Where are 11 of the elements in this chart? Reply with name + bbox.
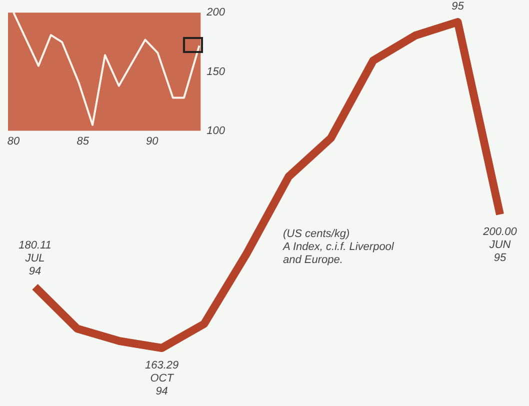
annotation: (US cents/kg) A Index, c.i.f. Liverpool and Europe. [283, 228, 395, 267]
y-tick-label: 200 [206, 6, 226, 19]
x-tick-label: 80 [7, 135, 21, 148]
data-label: 163.29 OCT 94 [144, 360, 179, 398]
x-tick-label: 85 [76, 135, 90, 148]
data-label: 180.11 JUL 94 [18, 239, 52, 278]
y-tick-label: 150 [206, 66, 226, 78]
x-tick-label: 90 [146, 135, 160, 148]
y-tick-label: 100 [206, 124, 226, 137]
data-label: 200.00 JUN 95 [482, 226, 518, 264]
annotation: 95 [452, 0, 465, 13]
